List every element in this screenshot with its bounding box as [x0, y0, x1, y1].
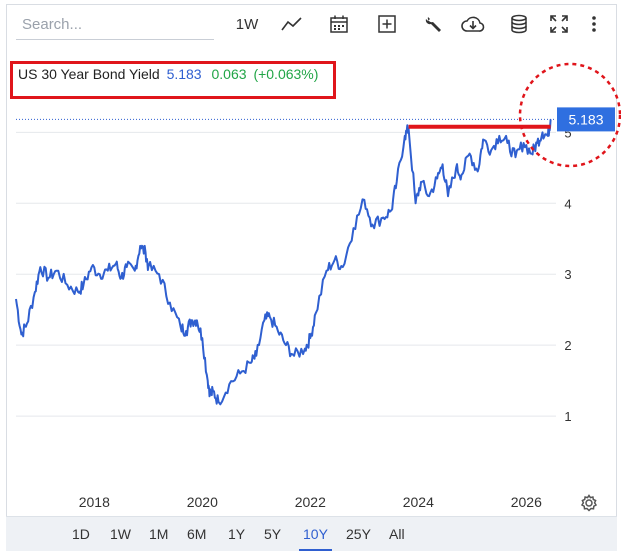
- x-tick-label: 2022: [295, 494, 326, 510]
- legend: US 30 Year Bond Yield 5.183 0.063 (+0.06…: [18, 66, 318, 82]
- chart-widget: [6, 4, 617, 550]
- search-input[interactable]: [16, 10, 226, 38]
- range-button-6m[interactable]: 6M: [187, 526, 207, 542]
- x-tick-label: 2018: [79, 494, 110, 510]
- more-icon[interactable]: [585, 10, 603, 38]
- gear-icon[interactable]: [580, 494, 598, 517]
- database-icon[interactable]: [508, 10, 530, 38]
- range-button-1d[interactable]: 1D: [72, 526, 90, 542]
- cloud-download-icon[interactable]: [459, 10, 487, 38]
- yield-series-line: [15, 119, 552, 406]
- y-tick-label: 1: [564, 409, 571, 424]
- y-tick-label: 2: [564, 338, 571, 353]
- add-indicator-icon[interactable]: [375, 10, 399, 38]
- wrench-icon[interactable]: [422, 10, 446, 38]
- y-axis: 1 2 3 4 5: [564, 125, 571, 424]
- legend-symbol: US 30 Year Bond Yield: [18, 66, 160, 82]
- x-tick-label: 2026: [511, 494, 542, 510]
- legend-highlight-box: [10, 61, 336, 99]
- y-tick-label: 4: [564, 196, 571, 211]
- legend-change-percent: (+0.063%): [253, 66, 319, 82]
- x-axis: 2018 2020 2022 2024 2026: [79, 494, 542, 510]
- range-button-5y[interactable]: 5Y: [264, 526, 282, 542]
- range-button-25y[interactable]: 25Y: [346, 526, 371, 542]
- annotation-circle: [518, 62, 621, 168]
- fullscreen-icon[interactable]: [547, 10, 571, 38]
- range-button-1m[interactable]: 1M: [149, 526, 169, 542]
- calendar-icon[interactable]: [327, 10, 351, 38]
- range-button-all[interactable]: All: [389, 526, 405, 542]
- range-selector: 1D 1W 1M 6M 1Y 5Y 10Y 25Y All: [6, 516, 617, 551]
- x-tick-label: 2020: [187, 494, 218, 510]
- interval-label: 1W: [235, 15, 259, 33]
- x-tick-label: 2024: [403, 494, 434, 510]
- legend-change: 0.063: [211, 66, 247, 82]
- last-price-badge: 5.183: [557, 107, 615, 132]
- y-tick-label: 5: [564, 125, 571, 140]
- line-chart-icon[interactable]: [279, 10, 305, 38]
- range-button-1y[interactable]: 1Y: [228, 526, 246, 542]
- legend-value: 5.183: [166, 66, 202, 82]
- search-box[interactable]: [16, 10, 226, 40]
- range-button-1w[interactable]: 1W: [110, 526, 131, 542]
- range-button-10y[interactable]: 10Y: [299, 523, 332, 551]
- y-tick-label: 3: [564, 267, 571, 282]
- last-price-value: 5.183: [568, 111, 603, 127]
- interval-selector[interactable]: 1W: [234, 10, 260, 38]
